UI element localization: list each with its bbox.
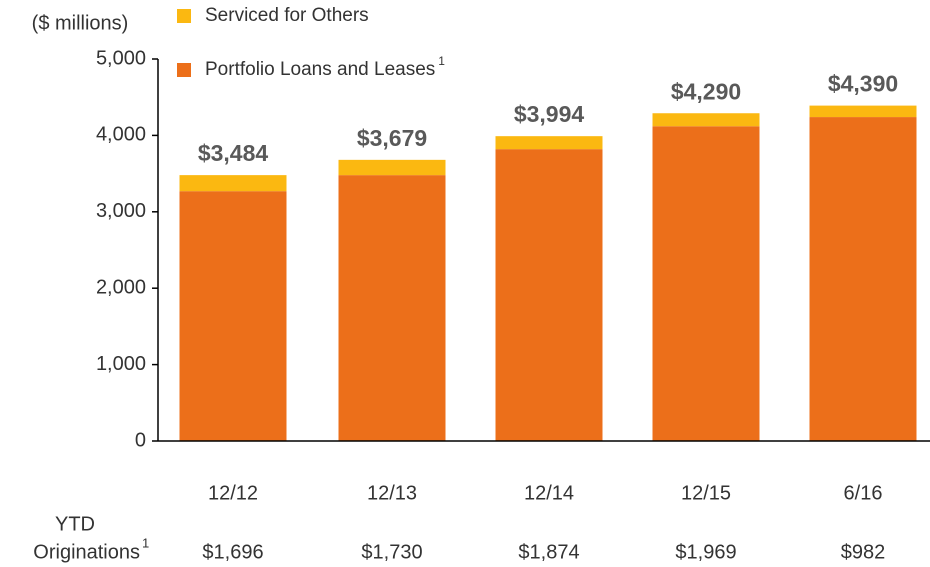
y-tick-label: 4,000 (96, 124, 146, 146)
bar-segment (179, 175, 287, 192)
legend-note: 1 (438, 54, 445, 68)
bar-segment (338, 175, 446, 442)
origination-value: $1,874 (518, 541, 579, 563)
legend-swatch (177, 63, 191, 77)
bar-segment (809, 105, 917, 118)
x-tick-label: 12/14 (524, 482, 574, 504)
bar-segment (179, 191, 287, 441)
x-tick-label: 12/15 (681, 482, 731, 504)
legend-label: Portfolio Loans and Leases (205, 59, 435, 80)
x-tick-label: 12/12 (208, 482, 258, 504)
y-tick-label: 5,000 (96, 47, 146, 69)
total-label: $3,994 (514, 101, 585, 127)
axis-label: ($ millions) (32, 12, 129, 34)
bar-segment (652, 113, 760, 127)
origination-value: $982 (841, 541, 886, 563)
legend-label: Serviced for Others (205, 5, 369, 26)
x-tick-label: 6/16 (844, 482, 883, 504)
x-tick-label: 12/13 (367, 482, 417, 504)
bar-segment (809, 117, 917, 442)
bar-segment (495, 136, 603, 150)
y-tick-label: 1,000 (96, 353, 146, 375)
y-tick-label: 2,000 (96, 276, 146, 298)
y-tick-label: 0 (135, 429, 146, 451)
origination-value: $1,730 (361, 541, 422, 563)
origination-value: $1,696 (202, 541, 263, 563)
originations-note: 1 (142, 535, 149, 550)
y-tick-label: 3,000 (96, 200, 146, 222)
originations-label: Originations (33, 541, 140, 563)
legend-swatch (177, 9, 191, 23)
originations-label: YTD (55, 513, 95, 535)
total-label: $3,484 (198, 140, 269, 166)
bar-segment (495, 149, 603, 442)
total-label: $4,390 (828, 71, 898, 97)
bar-segment (338, 159, 446, 176)
bar-segment (652, 126, 760, 442)
origination-value: $1,969 (675, 541, 736, 563)
total-label: $4,290 (671, 78, 741, 104)
total-label: $3,679 (357, 125, 427, 151)
